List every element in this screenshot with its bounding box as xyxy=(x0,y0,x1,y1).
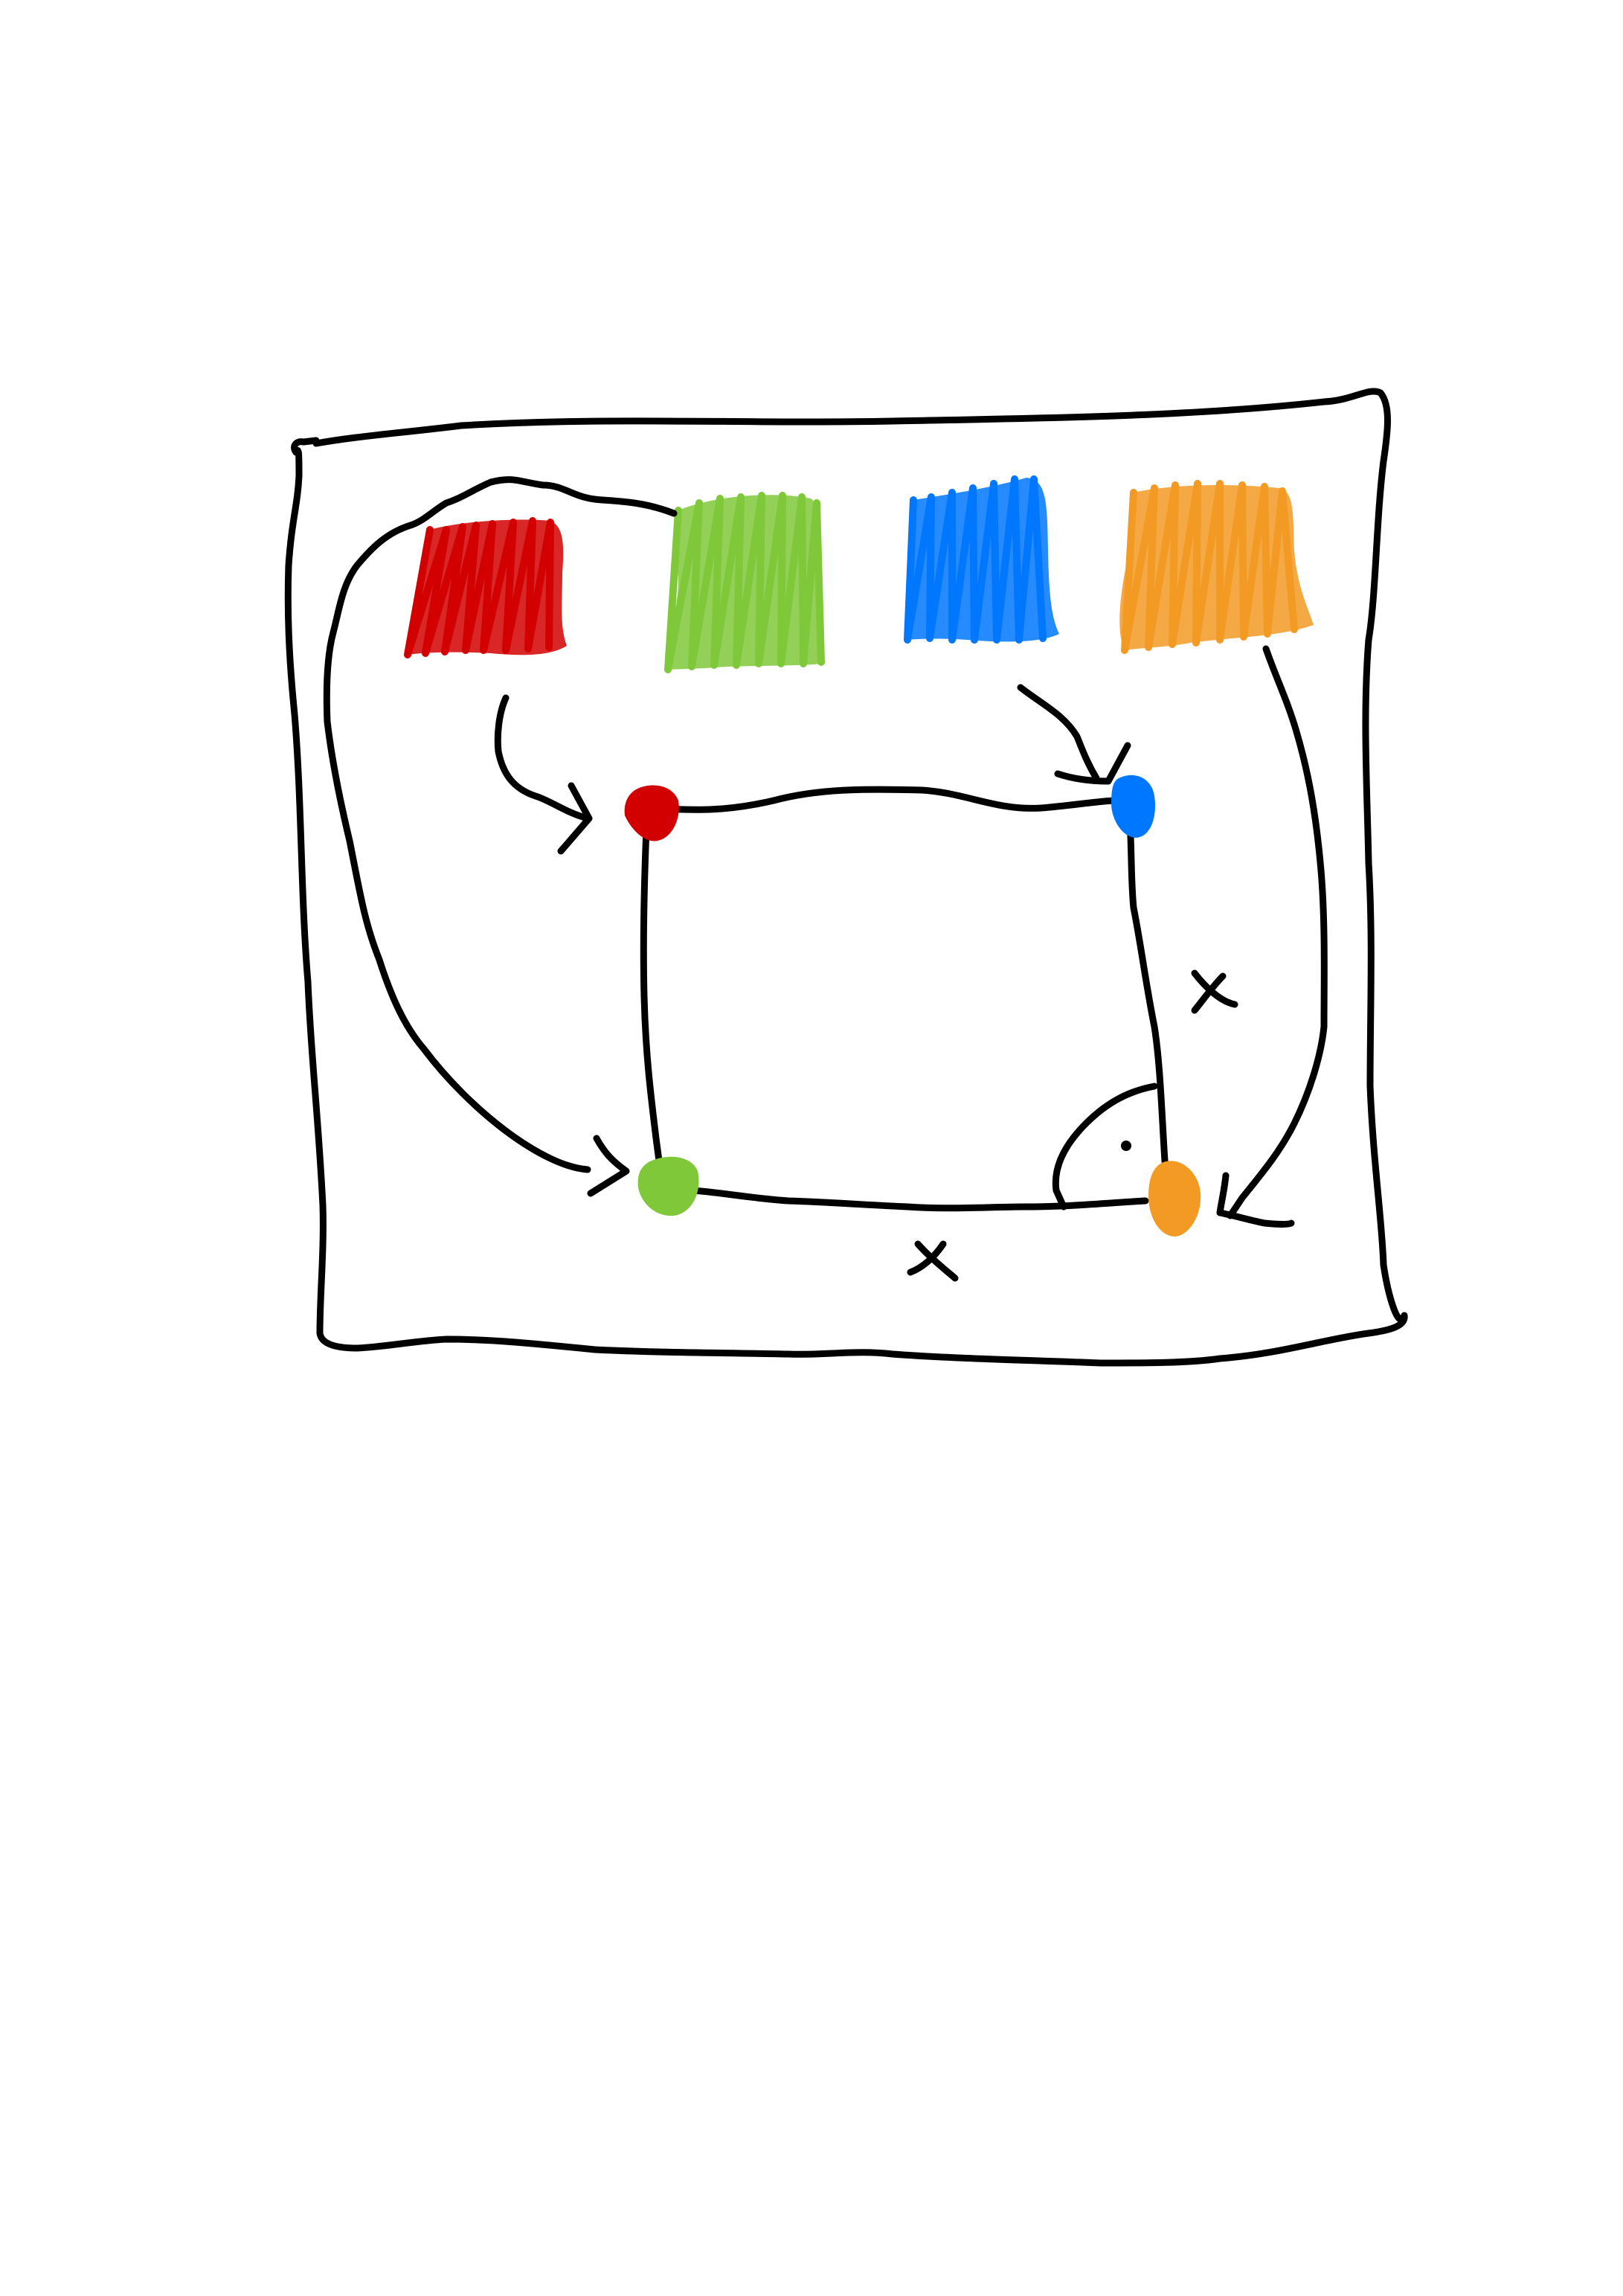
swatch-blue-hatch xyxy=(904,475,1047,644)
arrowhead-blue-to-top-right xyxy=(1054,742,1131,785)
right-angle-dot xyxy=(1121,1141,1131,1151)
cross-mark-bottom-edge xyxy=(907,1240,959,1282)
cross-mark-right-edge xyxy=(1191,969,1238,1014)
node-bottom-left xyxy=(637,1156,699,1216)
edge-left xyxy=(640,807,666,1187)
swatch-red xyxy=(404,517,567,658)
node-bottom-right xyxy=(1148,1161,1201,1237)
cross-bottom-stroke-1 xyxy=(914,1240,959,1282)
arrow-red-to-top-left xyxy=(494,694,591,822)
swatch-green xyxy=(664,492,825,673)
swatch-red-hatch xyxy=(404,517,554,658)
edge-top xyxy=(643,786,1134,813)
swatch-orange xyxy=(1119,480,1314,654)
outer-frame xyxy=(284,388,1408,1367)
arrow-blue-to-top-right xyxy=(1017,684,1100,782)
cross-bottom-stroke-2 xyxy=(907,1240,947,1276)
arrowhead-orange-to-bottom-right xyxy=(1216,1172,1295,1228)
arrowhead-red-to-bottom-left xyxy=(587,1135,630,1197)
cross-right-stroke-2 xyxy=(1191,972,1227,1014)
arrow-red-to-bottom-left xyxy=(323,476,678,1173)
arrow-orange-to-bottom-right xyxy=(1227,645,1328,1219)
swatch-green-hatch xyxy=(664,492,825,673)
edge-bottom xyxy=(663,1185,1149,1212)
cross-right-stroke-1 xyxy=(1191,969,1238,1008)
swatch-orange-hatch xyxy=(1121,480,1298,654)
right-angle-arc xyxy=(1052,1083,1158,1210)
swatch-blue xyxy=(904,475,1059,644)
node-top-left xyxy=(624,785,679,841)
node-top-right xyxy=(1111,775,1155,838)
arrowhead-red-to-top-left xyxy=(557,782,593,855)
edge-right xyxy=(1125,804,1173,1200)
